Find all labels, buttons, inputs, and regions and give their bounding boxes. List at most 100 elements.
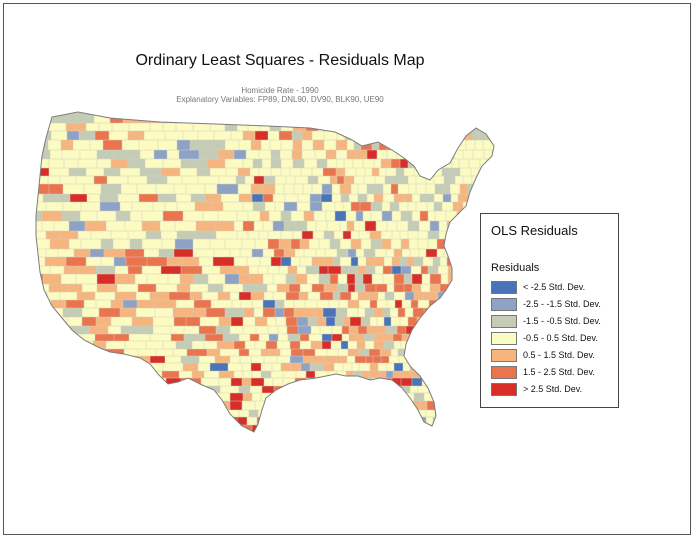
county-cell	[390, 202, 399, 211]
county-cell	[427, 334, 434, 341]
county-cell	[150, 292, 169, 300]
county-cell	[150, 356, 165, 363]
county-cell	[281, 211, 291, 221]
county-cell	[280, 401, 289, 410]
county-cell	[284, 249, 295, 257]
county-cell	[93, 341, 106, 349]
county-cell	[397, 326, 406, 334]
county-cell	[354, 417, 363, 425]
county-cell	[355, 356, 366, 363]
county-cell	[450, 417, 457, 425]
county-cell	[426, 249, 437, 257]
county-cell	[374, 341, 384, 349]
county-cell	[478, 432, 485, 439]
county-cell	[321, 194, 332, 202]
county-cell	[95, 334, 114, 341]
county-cell	[394, 363, 403, 371]
county-cell	[363, 410, 371, 417]
county-cell	[370, 231, 381, 239]
county-cell	[304, 211, 314, 221]
county-cell	[304, 308, 314, 317]
map-subtitle-dependent-variable: Homicide Rate - 1990	[241, 86, 319, 95]
county-cell	[303, 349, 315, 356]
county-cell	[284, 202, 297, 211]
county-cell	[225, 123, 237, 131]
county-cell	[356, 211, 363, 221]
county-cell	[358, 266, 366, 274]
county-cell	[206, 308, 225, 317]
county-cell	[190, 410, 208, 417]
county-cell	[300, 239, 309, 249]
county-cell	[177, 231, 196, 239]
county-cell	[490, 194, 494, 202]
county-cell	[323, 308, 336, 317]
county-cell	[95, 131, 109, 140]
county-cell	[287, 386, 298, 393]
county-cell	[194, 113, 206, 123]
county-cell	[195, 202, 211, 211]
county-cell	[57, 371, 71, 378]
county-cell	[221, 432, 236, 439]
county-cell	[429, 378, 440, 386]
county-cell	[382, 425, 391, 432]
county-cell	[394, 274, 404, 284]
county-cell	[329, 393, 338, 401]
county-cell	[370, 113, 379, 123]
county-cell	[238, 168, 250, 176]
county-cell	[288, 266, 297, 274]
county-cell	[466, 123, 473, 131]
county-cell	[324, 257, 333, 266]
county-cell	[104, 168, 120, 176]
county-cell	[383, 308, 390, 317]
county-cell	[69, 356, 82, 363]
county-cell	[386, 393, 393, 401]
county-cell	[393, 401, 403, 410]
county-cell	[324, 284, 337, 292]
county-cell	[216, 326, 230, 334]
county-cell	[263, 308, 275, 317]
county-cell	[470, 356, 479, 363]
county-cell	[181, 401, 196, 410]
county-cell	[182, 257, 199, 266]
county-cell	[324, 356, 336, 363]
county-cell	[290, 356, 303, 363]
county-cell	[448, 356, 459, 363]
county-cell	[391, 159, 400, 168]
county-cell	[163, 113, 182, 123]
county-cell	[480, 425, 489, 432]
county-cell	[94, 176, 107, 184]
legend-title: OLS Residuals	[491, 223, 578, 238]
county-cell	[132, 317, 153, 326]
county-cell	[50, 239, 69, 249]
county-cell	[324, 231, 334, 239]
county-cell	[421, 363, 430, 371]
county-cell	[82, 317, 96, 326]
county-cell	[287, 113, 296, 123]
county-cell	[104, 249, 125, 257]
county-cell	[358, 194, 367, 202]
legend-item-1-5-to-2-5: 1.5 - 2.5 Std. Dev.	[491, 365, 595, 379]
county-cell	[290, 341, 300, 349]
county-cell	[279, 131, 292, 140]
county-cell	[78, 378, 94, 386]
county-cell	[274, 249, 284, 257]
legend-item-gt-2-5: > 2.5 Std. Dev.	[491, 382, 582, 396]
county-cell	[111, 300, 123, 308]
county-cell	[296, 221, 307, 231]
legend-item-0-5-to-1-5: 0.5 - 1.5 Std. Dev.	[491, 348, 595, 362]
county-cell	[326, 150, 336, 159]
county-cell	[339, 123, 350, 131]
county-cell	[375, 439, 386, 448]
county-cell	[169, 439, 188, 448]
county-cell	[118, 363, 130, 371]
county-cell	[131, 410, 149, 417]
county-cell	[392, 266, 401, 274]
county-cell	[448, 341, 455, 349]
county-cell	[182, 113, 194, 123]
county-cell	[146, 231, 161, 239]
county-cell	[385, 292, 394, 300]
county-cell	[361, 393, 369, 401]
county-cell	[351, 432, 358, 439]
county-cell	[353, 378, 362, 386]
county-cell	[319, 378, 330, 386]
